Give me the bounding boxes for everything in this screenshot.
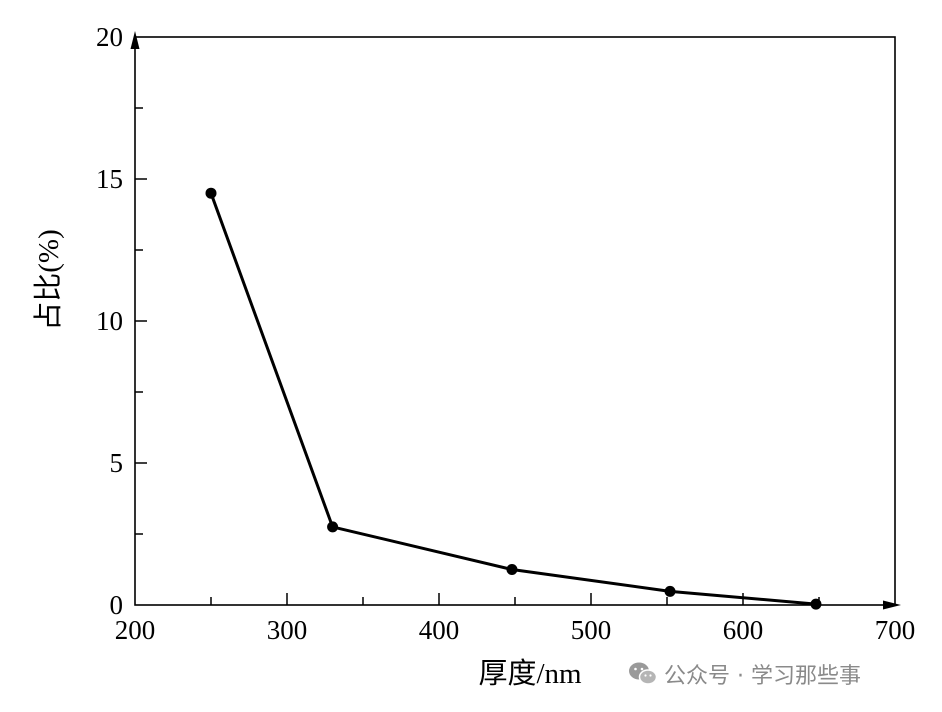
data-point (205, 187, 217, 199)
y-tick-label: 5 (110, 448, 124, 478)
y-tick-label: 20 (96, 22, 123, 52)
series-line (209, 192, 817, 606)
data-point (506, 564, 518, 575)
x-tick-label: 200 (115, 615, 156, 645)
watermark-text: 公众号 · 学习那些事 (664, 664, 861, 689)
tick-labels: 200 300 400 500 600 700 0 5 10 15 20 (96, 22, 915, 645)
x-axis-arrow (883, 600, 901, 610)
x-axis-label: 厚度/nm (478, 657, 582, 690)
y-axis-label: 占比(%) (32, 229, 65, 330)
data-point (327, 521, 339, 533)
plot-frame (130, 31, 901, 610)
watermark: 公众号 · 学习那些事 (628, 658, 861, 690)
x-tick-label: 500 (571, 615, 612, 645)
y-axis-arrow (130, 31, 140, 49)
y-tick-label: 10 (96, 306, 123, 336)
x-tick-label: 400 (419, 615, 460, 645)
plot-border (134, 36, 896, 606)
x-tick-label: 700 (875, 615, 916, 645)
data-series (205, 187, 822, 610)
y-tick-label: 0 (110, 590, 124, 620)
y-tick-label: 15 (96, 164, 123, 194)
data-point (810, 598, 822, 610)
axis-ticks (135, 107, 820, 605)
x-tick-label: 600 (723, 615, 764, 645)
data-point (664, 585, 676, 597)
x-tick-label: 300 (267, 615, 308, 645)
wechat-icon (628, 661, 658, 687)
